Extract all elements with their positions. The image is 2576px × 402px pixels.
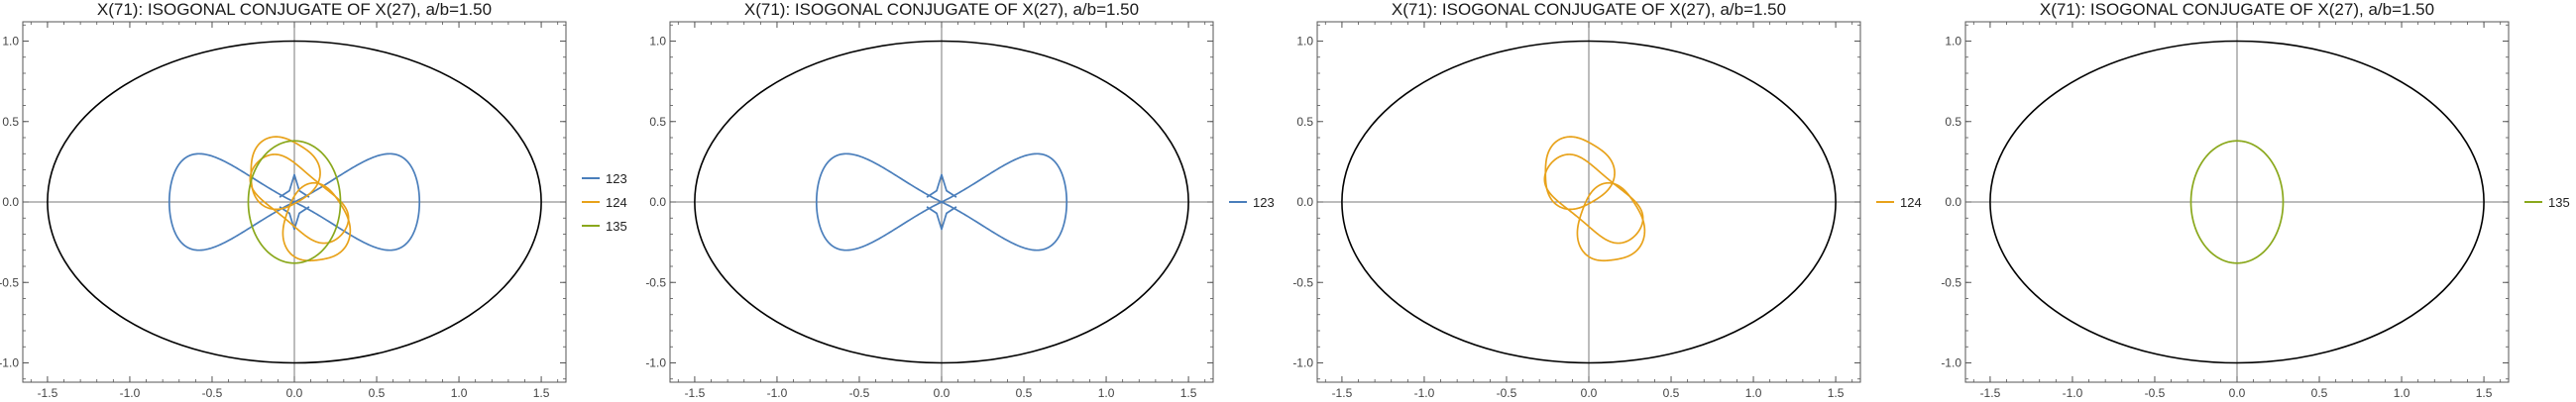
series-135-curve-1	[247, 140, 342, 264]
series-123-curve-3	[279, 206, 310, 231]
series-124-curve-3	[249, 153, 350, 245]
x-tick-label: 1.0	[2394, 386, 2410, 400]
y-tick-label: 1.0	[1945, 35, 1961, 49]
series-124-curve-2	[1576, 181, 1646, 262]
y-tick-label: -0.5	[0, 275, 19, 289]
series-135-curve-1	[2189, 140, 2285, 264]
x-tick-label: -1.0	[120, 386, 141, 400]
series-123-curve-2	[926, 173, 957, 198]
y-tick-label: 0.5	[1945, 115, 1961, 129]
x-tick-label: -1.5	[1980, 386, 2001, 400]
series-123	[815, 152, 1068, 251]
chart-panel-2: X(71): ISOGONAL CONJUGATE OF X(27), a/b=…	[645, 0, 1274, 400]
y-tick-label: -1.0	[645, 356, 666, 370]
legend-label-123: 123	[606, 171, 627, 186]
legend: 135	[2524, 195, 2570, 210]
series-124-curve-3	[1543, 153, 1644, 245]
series-123	[168, 152, 421, 251]
legend-label-135: 135	[606, 219, 627, 234]
y-tick-label: -0.5	[1292, 275, 1313, 289]
y-tick-label: 0.0	[2, 195, 19, 209]
x-tick-label: 0.0	[934, 386, 951, 400]
x-tick-label: -1.0	[2063, 386, 2083, 400]
x-tick-label: 1.0	[451, 386, 468, 400]
y-tick-label: -1.0	[0, 356, 19, 370]
series-124-curve-2	[281, 181, 352, 262]
y-tick-label: -0.5	[645, 275, 666, 289]
y-tick-label: -1.0	[1292, 356, 1313, 370]
series-135	[247, 140, 342, 264]
y-tick-label: 0.0	[1945, 195, 1961, 209]
x-tick-label: -1.0	[767, 386, 788, 400]
x-tick-label: 1.0	[1745, 386, 1762, 400]
x-tick-label: 1.5	[533, 386, 550, 400]
x-tick-label: 0.0	[1581, 386, 1598, 400]
x-tick-label: 1.5	[2476, 386, 2493, 400]
x-tick-label: -1.5	[685, 386, 706, 400]
legend: 123	[1229, 195, 1275, 210]
x-tick-label: -0.5	[202, 386, 223, 400]
x-tick-label: 1.0	[1098, 386, 1115, 400]
legend-label-124: 124	[606, 195, 627, 210]
y-tick-label: -0.5	[1941, 275, 1961, 289]
reference-ellipse	[694, 40, 1189, 364]
series-124	[1543, 136, 1646, 262]
chart-panel-4: X(71): ISOGONAL CONJUGATE OF X(27), a/b=…	[1941, 0, 2569, 400]
reference-ellipse	[47, 40, 542, 364]
reference-ellipse	[1341, 40, 1837, 364]
chart-title: X(71): ISOGONAL CONJUGATE OF X(27), a/b=…	[1392, 0, 1786, 19]
x-tick-label: 1.5	[1828, 386, 1845, 400]
legend-label-123: 123	[1253, 195, 1275, 210]
y-tick-label: 0.0	[1296, 195, 1313, 209]
x-tick-label: -1.5	[38, 386, 58, 400]
x-tick-label: -0.5	[2145, 386, 2166, 400]
x-tick-label: 0.0	[2229, 386, 2246, 400]
legend: 124	[1876, 195, 1922, 210]
series-135	[2189, 140, 2285, 264]
y-tick-label: 0.0	[649, 195, 666, 209]
chart-title: X(71): ISOGONAL CONJUGATE OF X(27), a/b=…	[2040, 0, 2434, 19]
x-tick-label: 0.5	[1016, 386, 1033, 400]
x-tick-label: 0.5	[1663, 386, 1680, 400]
legend-label-135: 135	[2548, 195, 2570, 210]
reference-ellipse	[1989, 40, 2485, 364]
chart-title: X(71): ISOGONAL CONJUGATE OF X(27), a/b=…	[97, 0, 492, 19]
series-123-curve-1	[168, 152, 421, 251]
y-tick-label: 0.5	[1296, 115, 1313, 129]
y-tick-label: 0.5	[2, 115, 19, 129]
x-tick-label: 0.5	[2311, 386, 2328, 400]
y-tick-label: 1.0	[2, 35, 19, 49]
chart-panel-1: X(71): ISOGONAL CONJUGATE OF X(27), a/b=…	[0, 0, 627, 400]
x-tick-label: -1.5	[1332, 386, 1353, 400]
x-tick-label: 0.5	[369, 386, 386, 400]
chart-panel-3: X(71): ISOGONAL CONJUGATE OF X(27), a/b=…	[1292, 0, 1921, 400]
x-tick-label: -1.0	[1414, 386, 1435, 400]
x-tick-label: 1.5	[1180, 386, 1197, 400]
legend-label-124: 124	[1900, 195, 1922, 210]
x-tick-label: 0.0	[286, 386, 303, 400]
y-tick-label: 1.0	[649, 35, 666, 49]
series-123-curve-1	[815, 152, 1068, 251]
series-123-curve-3	[926, 206, 957, 231]
legend: 123 124 135	[582, 171, 627, 234]
y-tick-label: -1.0	[1941, 356, 1961, 370]
series-124	[249, 136, 352, 262]
x-tick-label: -0.5	[1497, 386, 1517, 400]
series-123-curve-2	[279, 173, 310, 198]
chart-title: X(71): ISOGONAL CONJUGATE OF X(27), a/b=…	[744, 0, 1139, 19]
y-tick-label: 0.5	[649, 115, 666, 129]
y-tick-label: 1.0	[1296, 35, 1313, 49]
x-tick-label: -0.5	[849, 386, 870, 400]
